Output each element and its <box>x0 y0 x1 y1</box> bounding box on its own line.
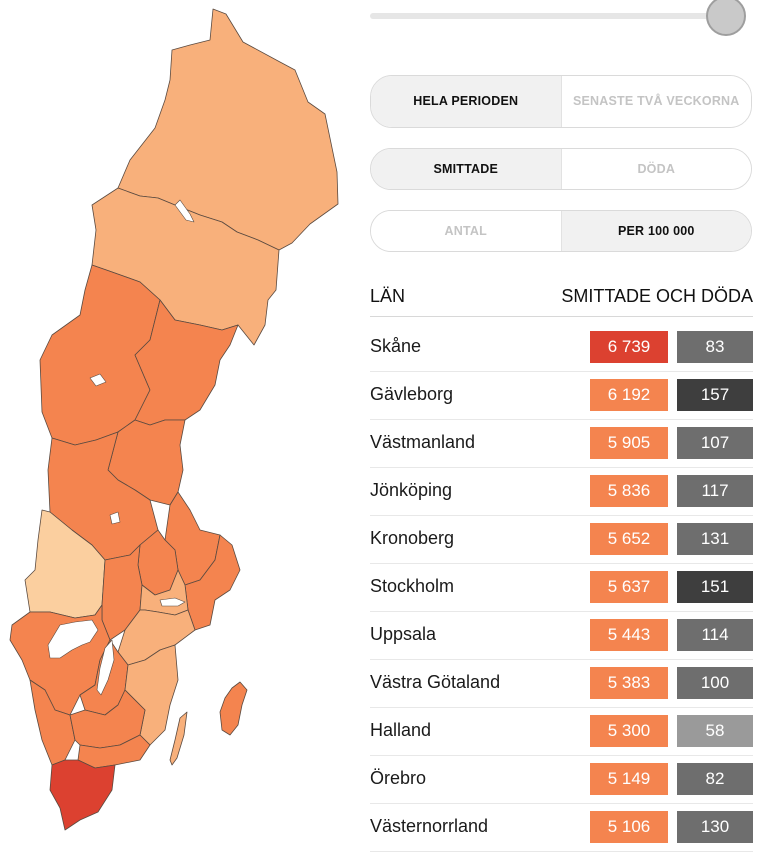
deaths-value: 83 <box>677 331 753 363</box>
table-row[interactable]: Västmanland 5 905 107 <box>370 420 753 468</box>
sweden-choropleth-map <box>9 8 339 831</box>
lake-vattern <box>96 639 115 696</box>
deaths-value: 82 <box>677 763 753 795</box>
column-header-values[interactable]: SMITTADE OCH DÖDA <box>561 286 753 306</box>
cases-value: 5 300 <box>590 715 668 747</box>
cases-value: 6 192 <box>590 379 668 411</box>
county-name: Kronoberg <box>370 528 455 548</box>
cases-value: 6 739 <box>590 331 668 363</box>
cases-value: 5 443 <box>590 619 668 651</box>
county-table: Skåne 6 739 83 Gävleborg 6 192 157 Västmanland… <box>370 324 753 852</box>
table-row[interactable]: Jönköping 5 836 117 <box>370 468 753 516</box>
county-name: Västra Götaland <box>370 672 501 692</box>
county-name: Skåne <box>370 336 422 356</box>
county-name: Halland <box>370 720 432 740</box>
county-name: Uppsala <box>370 624 437 644</box>
period-option-full[interactable]: HELA PERIODEN <box>371 76 561 127</box>
measure-toggle: SMITTADE DÖDA <box>370 148 752 190</box>
region-skane[interactable] <box>49 759 116 831</box>
lake-vanern <box>47 619 99 659</box>
table-row[interactable]: Västernorrland 5 106 130 <box>370 804 753 852</box>
deaths-value: 151 <box>677 571 753 603</box>
deaths-value: 117 <box>677 475 753 507</box>
lake-siljan <box>109 511 121 525</box>
cases-value: 5 149 <box>590 763 668 795</box>
table-row[interactable]: Stockholm 5 637 151 <box>370 564 753 612</box>
lake-tornetrask <box>174 199 195 223</box>
table-row[interactable]: Halland 5 300 58 <box>370 708 753 756</box>
cases-value: 5 106 <box>590 811 668 843</box>
deaths-value: 100 <box>677 667 753 699</box>
deaths-value: 157 <box>677 379 753 411</box>
measure-option-deaths[interactable]: DÖDA <box>560 149 751 189</box>
lake-storsjon <box>89 373 107 387</box>
region-halland[interactable] <box>29 679 76 766</box>
table-row[interactable]: Gävleborg 6 192 157 <box>370 372 753 420</box>
period-toggle: HELA PERIODEN SENASTE TVÅ VECKORNA <box>370 75 752 128</box>
time-slider[interactable] <box>370 0 753 40</box>
county-name: Jönköping <box>370 480 453 500</box>
table-row[interactable]: Kronoberg 5 652 131 <box>370 516 753 564</box>
table-header: LÄN SMITTADE OCH DÖDA <box>370 283 753 317</box>
cases-value: 5 652 <box>590 523 668 555</box>
deaths-value: 114 <box>677 619 753 651</box>
county-name: Örebro <box>370 768 427 788</box>
table-row[interactable]: Skåne 6 739 83 <box>370 324 753 372</box>
cases-value: 5 637 <box>590 571 668 603</box>
county-name: Stockholm <box>370 576 455 596</box>
slider-track[interactable] <box>370 13 720 19</box>
cases-value: 5 836 <box>590 475 668 507</box>
lake-malaren <box>159 597 186 607</box>
unit-option-count[interactable]: ANTAL <box>371 211 562 251</box>
column-header-lan[interactable]: LÄN <box>370 286 406 306</box>
slider-thumb[interactable] <box>706 0 746 36</box>
county-name: Västmanland <box>370 432 476 452</box>
region-gotland[interactable] <box>219 681 248 736</box>
deaths-value: 58 <box>677 715 753 747</box>
table-row[interactable]: Västra Götaland 5 383 100 <box>370 660 753 708</box>
cases-value: 5 905 <box>590 427 668 459</box>
region-kronoberg[interactable] <box>69 689 146 749</box>
county-name: Gävleborg <box>370 384 454 404</box>
table-row[interactable]: Örebro 5 149 82 <box>370 756 753 804</box>
unit-toggle: ANTAL PER 100 000 <box>370 210 752 252</box>
cases-value: 5 383 <box>590 667 668 699</box>
unit-option-per-100000[interactable]: PER 100 000 <box>561 211 751 251</box>
deaths-value: 107 <box>677 427 753 459</box>
region-oland[interactable] <box>169 711 188 766</box>
deaths-value: 131 <box>677 523 753 555</box>
region-vasternorrland[interactable] <box>134 299 239 426</box>
table-row[interactable]: Uppsala 5 443 114 <box>370 612 753 660</box>
county-name: Västernorrland <box>370 816 489 836</box>
period-option-two-weeks[interactable]: SENASTE TVÅ VECKORNA <box>560 76 751 127</box>
measure-option-cases[interactable]: SMITTADE <box>371 149 561 189</box>
deaths-value: 130 <box>677 811 753 843</box>
